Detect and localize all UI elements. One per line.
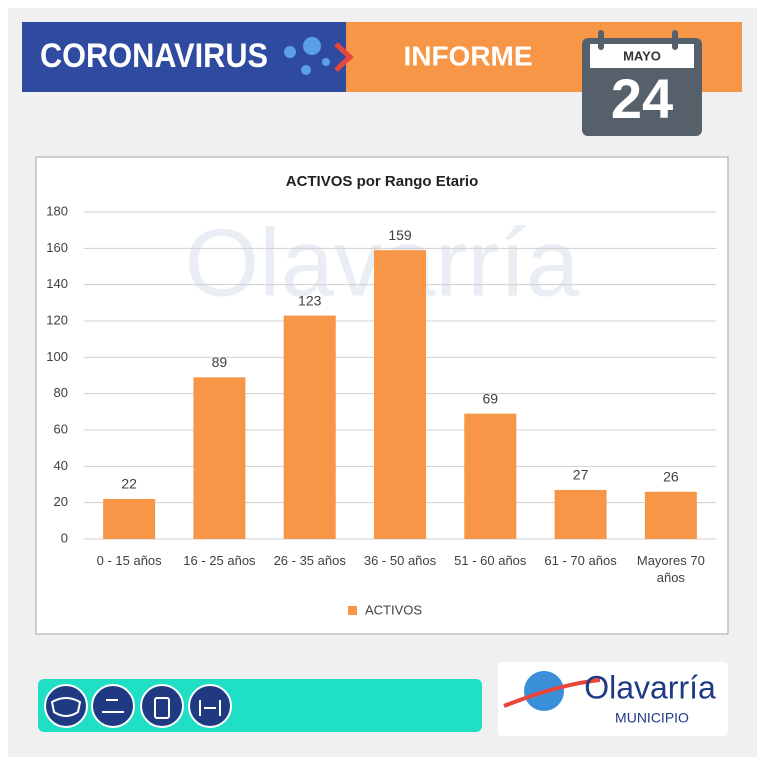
x-tick-label: 16 - 25 años [183, 553, 256, 568]
bar [374, 250, 426, 539]
virus-icons [284, 37, 330, 75]
y-tick-label: 100 [46, 349, 68, 364]
prevention-icons [44, 684, 232, 728]
logo-swoosh [503, 678, 601, 708]
y-tick-label: 80 [54, 385, 68, 400]
bar [464, 413, 517, 539]
y-tick-label: 60 [54, 421, 68, 436]
bar [193, 377, 246, 539]
calendar: MAYO 24 [582, 30, 702, 136]
data-label: 69 [482, 390, 498, 406]
data-label: 159 [388, 227, 412, 243]
legend-swatch [348, 606, 357, 615]
bar [644, 491, 697, 539]
x-tick-label: 26 - 35 años [273, 553, 346, 568]
legend-label: ACTIVOS [365, 602, 422, 617]
chart-title: ACTIVOS por Rango Etario [286, 173, 479, 190]
calendar-month: MAYO [623, 48, 661, 63]
x-tick-label: 0 - 15 años [96, 553, 162, 568]
x-tick-label: Mayores 70 años [636, 553, 705, 585]
data-label: 22 [121, 476, 137, 492]
chevron [334, 42, 354, 72]
x-tick-label: 36 - 50 años [363, 553, 437, 568]
y-tick-label: 180 [46, 203, 68, 218]
y-tick-label: 140 [46, 276, 68, 291]
logo-name: Olavarría [584, 669, 716, 705]
header-title: CORONAVIRUS [40, 37, 268, 75]
bar [103, 499, 156, 539]
data-label: 123 [298, 292, 322, 308]
header-center: INFORME [403, 40, 532, 71]
calendar-day: 24 [611, 67, 673, 130]
logo-sub: MUNICIPIO [615, 710, 689, 726]
y-tick-label: 40 [54, 458, 68, 473]
data-label: 89 [212, 354, 228, 370]
data-label: 26 [663, 468, 679, 484]
y-tick-label: 120 [46, 312, 68, 327]
y-tick-label: 20 [54, 494, 68, 509]
y-tick-label: 160 [46, 240, 68, 255]
x-tick-label: 51 - 60 años [454, 553, 527, 568]
data-label: 27 [573, 467, 589, 483]
x-tick-label: 61 - 70 años [544, 553, 617, 568]
y-tick-label: 0 [61, 530, 68, 545]
bar [554, 489, 607, 539]
bar [283, 315, 336, 539]
